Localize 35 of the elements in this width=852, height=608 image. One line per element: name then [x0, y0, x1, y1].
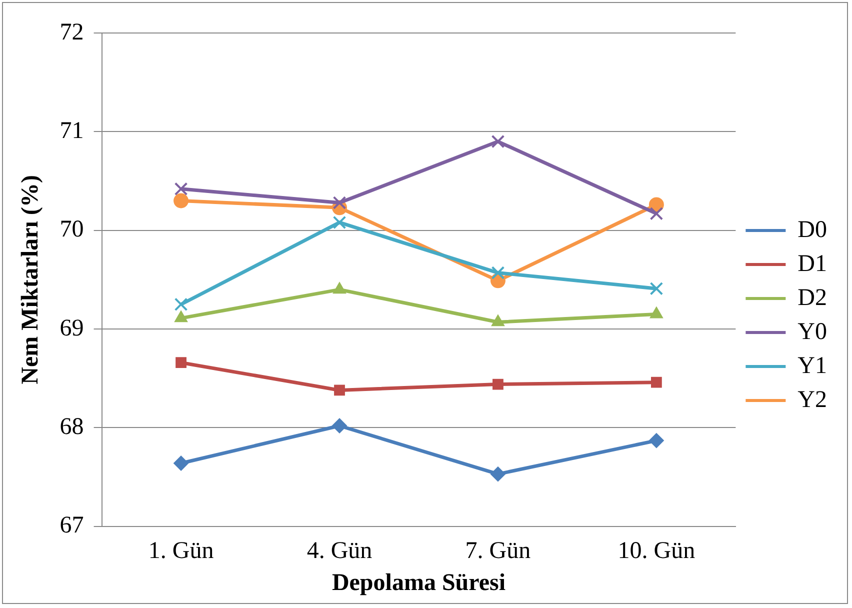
point [491, 134, 505, 148]
point [334, 384, 345, 396]
point [492, 378, 504, 390]
point [490, 466, 506, 482]
x-tick-label: 7. Gün [465, 538, 531, 564]
x-tick-label: 10. Gün [618, 538, 696, 564]
legend-label: D2 [798, 284, 828, 311]
point [650, 282, 664, 296]
legend-label: Y1 [798, 352, 828, 379]
legend-label: D0 [798, 216, 828, 243]
legend-label: D1 [798, 250, 828, 277]
y-tick-label: 72 [60, 19, 84, 46]
x-tick-label: 1. Gün [148, 538, 214, 564]
point [648, 433, 664, 448]
y-tick-label: 67 [60, 512, 84, 539]
y-tick-label: 69 [60, 315, 84, 342]
y-tick-label: 71 [60, 118, 84, 144]
point [332, 216, 346, 230]
point [176, 357, 186, 368]
y-axis-title: Nem Miktarları (%) [18, 175, 44, 384]
point [332, 418, 347, 434]
point [174, 298, 188, 312]
legend-label: Y0 [798, 318, 828, 345]
x-tick-label: 4. Gün [306, 538, 372, 564]
point [174, 182, 188, 196]
y-tick-label: 70 [60, 216, 84, 243]
x-axis-title: Depolama Süresi [332, 570, 506, 596]
legend-label: Y2 [798, 386, 828, 413]
point [174, 193, 189, 208]
point [174, 456, 189, 471]
point [650, 206, 664, 220]
y-tick-label: 68 [60, 414, 84, 440]
point [650, 376, 662, 388]
point [332, 196, 346, 210]
point [491, 266, 505, 280]
